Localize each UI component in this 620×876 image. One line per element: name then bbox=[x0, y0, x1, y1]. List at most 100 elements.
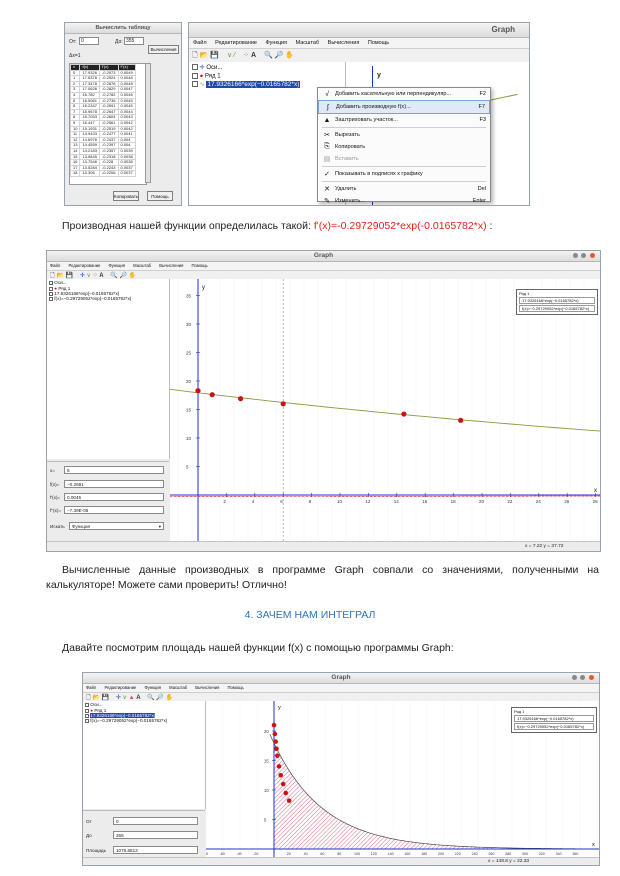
to-input[interactable]: 355 bbox=[124, 37, 144, 45]
tree-item-function[interactable]: ∿ 17.9326166*exp(−0.0165782*x) bbox=[189, 80, 345, 89]
maximize-icon[interactable] bbox=[580, 675, 585, 680]
hand-icon[interactable]: ✋ bbox=[128, 273, 137, 279]
x-input[interactable]: 6 bbox=[64, 466, 164, 474]
text-icon[interactable]: A bbox=[99, 273, 104, 279]
menu-item-icon: ✂ bbox=[324, 132, 330, 139]
search-select[interactable]: Функция ▾ bbox=[69, 522, 164, 530]
text-icon[interactable]: A bbox=[136, 695, 141, 701]
save-icon[interactable]: 💾 bbox=[210, 52, 219, 59]
tree-item-series[interactable]: ● Ряд 1 bbox=[47, 286, 169, 291]
from-input[interactable]: 0 bbox=[79, 37, 99, 45]
checkbox[interactable] bbox=[85, 702, 89, 707]
zoom-out-icon[interactable]: 🔎 bbox=[274, 52, 284, 59]
tree-item-series[interactable]: ● Ряд 1 bbox=[189, 73, 345, 80]
open-icon[interactable]: 📂 bbox=[92, 695, 100, 701]
tree-item-derivative[interactable]: f(x)=−0.29729052*exp(−0.0165782*x) bbox=[47, 296, 169, 301]
menu-file[interactable]: Файл bbox=[50, 263, 61, 268]
open-icon[interactable]: 📂 bbox=[199, 52, 209, 59]
checkbox[interactable] bbox=[192, 73, 198, 79]
table-scrollbar[interactable] bbox=[145, 63, 151, 183]
zoom-in-icon[interactable]: 🔍 bbox=[263, 52, 273, 59]
table-cell: 15.7053 bbox=[79, 114, 100, 121]
tree-item-series[interactable]: ● Ряд 1 bbox=[83, 708, 205, 713]
menu-zoom[interactable]: Масштаб bbox=[169, 685, 188, 690]
menu-function[interactable]: Функция bbox=[144, 685, 161, 690]
menu-calc[interactable]: Вычисления bbox=[195, 685, 220, 690]
tree-item-axes[interactable]: Оси... bbox=[47, 279, 169, 286]
tree-item-function[interactable]: 17.9326166*exp(−0.0165782*x) bbox=[83, 713, 205, 718]
tangent-icon[interactable]: ⁄ bbox=[234, 52, 236, 59]
legend-item-series: Ряд 1 bbox=[514, 709, 525, 714]
menu-zoom[interactable]: Масштаб bbox=[133, 263, 152, 268]
to-input[interactable]: 355 bbox=[113, 831, 198, 839]
context-menu-item[interactable]: ✂ Вырезать bbox=[318, 129, 490, 141]
new-icon[interactable]: 🗋 bbox=[192, 52, 198, 59]
checkbox[interactable] bbox=[192, 64, 198, 71]
paragraph-area: Давайте посмотрим площадь нашей функции … bbox=[62, 642, 454, 654]
close-icon[interactable] bbox=[589, 675, 594, 680]
save-icon[interactable]: 💾 bbox=[101, 695, 110, 701]
menu-zoom[interactable]: Масштаб bbox=[295, 40, 320, 46]
function-icon[interactable]: ∨ bbox=[122, 695, 127, 701]
context-menu-item[interactable]: √ Добавить касательную или перпендикуляр.… bbox=[318, 88, 490, 100]
new-icon[interactable]: 🗋 bbox=[86, 695, 91, 701]
compute-button[interactable]: Вычисления bbox=[148, 45, 179, 54]
window-title: Graph bbox=[189, 23, 529, 38]
menu-help[interactable]: Помощь bbox=[367, 40, 390, 46]
plot-area[interactable]: y x 2 4 6 8 10 12 14 16 18 20 22 24 26 28 35 30 25 20 15 10 5 … bbox=[169, 279, 600, 541]
context-menu-item[interactable]: ✕ Удалить Del bbox=[318, 183, 490, 195]
tree-item-axes[interactable]: Оси... bbox=[83, 701, 205, 708]
save-icon[interactable]: 💾 bbox=[65, 273, 74, 279]
function-icon[interactable]: ∨ bbox=[86, 273, 91, 279]
context-menu-item[interactable]: ▲ Заштриховать участок... F3 bbox=[318, 114, 490, 126]
menu-file[interactable]: Файл bbox=[86, 685, 97, 690]
menu-edit[interactable]: Редактирование bbox=[104, 685, 137, 690]
context-menu-item[interactable]: ✓ Показывать в подписях к графику bbox=[318, 168, 490, 180]
checkbox[interactable] bbox=[192, 81, 198, 87]
help-button[interactable]: Помощь bbox=[147, 191, 173, 201]
series-icon[interactable]: ⁘ bbox=[92, 273, 98, 279]
series-icon[interactable]: ⁘ bbox=[243, 52, 250, 59]
menu-function[interactable]: Функция bbox=[108, 263, 125, 268]
menu-help[interactable]: Помощь bbox=[191, 263, 208, 268]
menu-calc[interactable]: Вычисления bbox=[327, 40, 360, 46]
x-tick-label: 18 bbox=[451, 499, 457, 504]
menu-help[interactable]: Помощь bbox=[227, 685, 244, 690]
menu-calc[interactable]: Вычисления bbox=[159, 263, 184, 268]
hand-icon[interactable]: ✋ bbox=[165, 695, 174, 701]
shade-icon[interactable]: ▲ bbox=[128, 695, 135, 701]
checkbox[interactable] bbox=[49, 296, 53, 301]
zoom-in-icon[interactable]: 🔍 bbox=[110, 273, 118, 279]
from-input[interactable]: 0 bbox=[113, 817, 198, 825]
menu-edit[interactable]: Редактирование bbox=[215, 40, 257, 46]
text-icon[interactable]: A bbox=[250, 52, 257, 59]
minimize-icon[interactable] bbox=[573, 253, 578, 258]
data-point bbox=[271, 722, 277, 728]
axes-icon[interactable]: ✛ bbox=[115, 695, 121, 701]
menu-file[interactable]: Файл bbox=[193, 40, 207, 46]
tree-item-axes[interactable]: ✛ Оси... bbox=[189, 62, 345, 73]
checkbox[interactable] bbox=[49, 280, 53, 285]
axes-icon[interactable]: ✛ bbox=[79, 273, 85, 279]
maximize-icon[interactable] bbox=[581, 253, 586, 258]
insert-function-icon[interactable]: ∨ bbox=[226, 52, 233, 59]
tree-item-function[interactable]: 17.9326166*exp(−0.0165782*x) bbox=[47, 291, 169, 296]
plot-area[interactable]: yx-120-100-80-60-40-20204060801001201401… bbox=[169, 701, 599, 857]
minimize-icon[interactable] bbox=[572, 675, 577, 680]
copy-button[interactable]: Копировать bbox=[113, 191, 139, 201]
zoom-out-icon[interactable]: 🔎 bbox=[119, 273, 127, 279]
context-menu-item[interactable]: ⎘ Копировать bbox=[318, 141, 490, 153]
hand-icon[interactable]: ✋ bbox=[285, 52, 295, 59]
open-icon[interactable]: 📂 bbox=[56, 273, 64, 279]
context-menu-item[interactable]: ▤ Вставить bbox=[318, 153, 490, 165]
menu-edit[interactable]: Редактирование bbox=[68, 263, 101, 268]
context-menu-item[interactable]: ✎ Изменить... Enter bbox=[318, 195, 490, 205]
zoom-in-icon[interactable]: 🔍 bbox=[147, 695, 155, 701]
new-icon[interactable]: 🗋 bbox=[50, 273, 55, 279]
tree-item-derivative[interactable]: f(x)=−0.29729052*exp(−0.0165782*x) bbox=[83, 718, 205, 723]
context-menu-item[interactable]: ∫ Добавить производную f(x)... F7 bbox=[318, 100, 490, 114]
checkbox[interactable] bbox=[85, 718, 89, 723]
close-icon[interactable] bbox=[590, 253, 595, 258]
zoom-out-icon[interactable]: 🔎 bbox=[156, 695, 164, 701]
menu-function[interactable]: Функция bbox=[265, 40, 288, 46]
